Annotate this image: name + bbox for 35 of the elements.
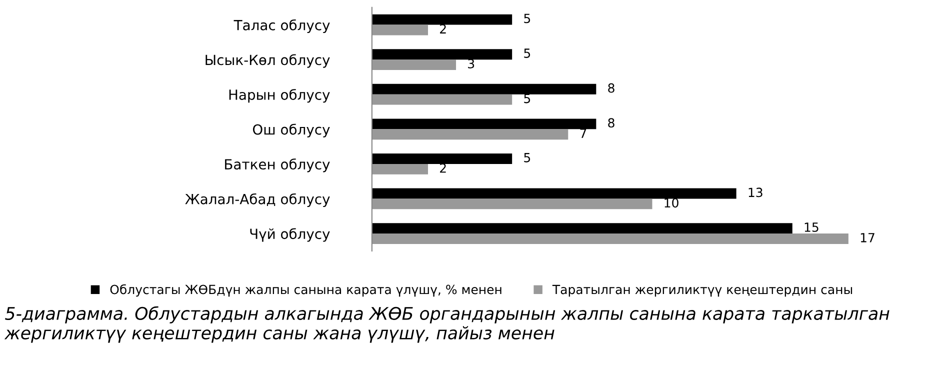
bar	[372, 118, 596, 130]
y-tick-label: Талас облусу	[234, 19, 330, 34]
data-label: 10	[664, 198, 678, 208]
bar	[372, 84, 596, 94]
data-label: 8	[608, 83, 614, 93]
y-tick-label: Ысык-Көл облусу	[206, 54, 330, 68]
bar	[372, 198, 652, 210]
y-tick-label: Нарын облусу	[229, 88, 330, 103]
data-label: 17	[860, 233, 874, 242]
bar	[372, 234, 848, 244]
y-tick-label: Жалал-Абад облусу	[185, 193, 330, 208]
y-tick-label: Ош облусу	[252, 124, 330, 138]
bar	[372, 94, 512, 105]
bar	[372, 129, 568, 140]
data-label: 8	[608, 118, 614, 128]
data-label: 5	[524, 14, 530, 24]
data-label: 15	[804, 222, 818, 232]
y-tick-label: Чүй облусу	[250, 228, 330, 242]
bar	[372, 154, 512, 164]
data-label: 5	[524, 94, 530, 104]
bar	[372, 49, 512, 60]
bar	[372, 188, 736, 199]
text: 5-диаграмма. Облустардын алкагында ЖӨБ органдарынын жалпы санына карата таркатылган жергиликтүү кеңештердин саны жана үлүшү, пайыз менен	[4, 306, 890, 343]
bar	[372, 60, 456, 70]
legend-label: Таратылган жергиликтүү кеңештердин саны	[552, 284, 852, 297]
bar	[372, 14, 512, 25]
data-label: 13	[748, 188, 762, 198]
data-label: 2	[440, 24, 446, 34]
legend-label: Облустагы ЖӨБдүн жалпы санына карата үлүшү, % менен	[110, 284, 502, 297]
bar	[372, 24, 428, 36]
data-label: 5	[524, 48, 530, 58]
data-label: 5	[524, 153, 530, 162]
bar	[372, 164, 428, 174]
bar	[372, 223, 792, 234]
y-tick-label: Баткен облусу	[225, 158, 330, 172]
